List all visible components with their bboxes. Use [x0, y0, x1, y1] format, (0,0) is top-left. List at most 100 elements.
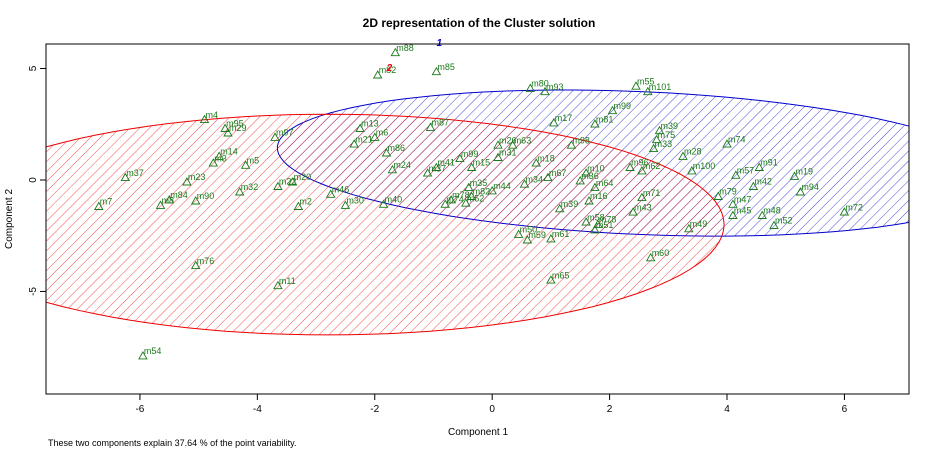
point-label: m40	[385, 195, 403, 205]
point-m33: m33	[648, 139, 672, 153]
point-label: m99	[614, 101, 632, 111]
chart-title: 2D representation of the Cluster solutio…	[363, 16, 596, 30]
point-m32: m32	[234, 182, 258, 196]
point-label: m16	[590, 191, 608, 201]
point-label: m90	[197, 191, 215, 201]
point-marker	[757, 210, 767, 219]
point-label: m78	[452, 190, 470, 200]
point-marker	[325, 189, 336, 198]
point-m52b: m52	[769, 216, 793, 229]
point-label: m34	[526, 174, 544, 184]
point-m78: m78	[446, 190, 470, 204]
point-label: m6	[376, 128, 389, 138]
point-label: m2	[299, 197, 312, 207]
point-m49: m49	[684, 219, 707, 233]
point-m45: m45	[728, 206, 751, 219]
point-label: m41	[437, 158, 455, 168]
point-marker	[214, 151, 224, 160]
point-label: m3	[214, 153, 227, 163]
point-marker	[540, 86, 550, 96]
point-label: m10	[587, 163, 605, 173]
point-label: m74	[728, 134, 746, 144]
point-marker	[645, 252, 656, 262]
point-marker	[631, 81, 641, 90]
point-m99b: m99	[455, 149, 479, 163]
point-m97: m97	[270, 128, 294, 141]
point-m15: m15	[466, 158, 490, 171]
point-marker	[422, 168, 433, 177]
point-label: m44	[493, 181, 511, 191]
point-marker	[581, 168, 591, 177]
point-m50: m50	[513, 225, 538, 238]
point-label: m93	[546, 82, 564, 92]
point-label: m63	[514, 135, 532, 145]
point-m72: m72	[839, 202, 863, 216]
point-marker	[678, 151, 688, 160]
point-m82b: m82	[466, 187, 490, 200]
point-label: m96	[631, 158, 649, 168]
point-label: m61	[552, 229, 570, 239]
point-label: m19	[796, 167, 814, 177]
point-m74b: m74	[440, 195, 464, 208]
point-label: m24	[393, 160, 411, 170]
point-label: m4	[206, 110, 219, 120]
point-marker	[590, 182, 600, 192]
cluster-2-ellipse	[46, 113, 725, 336]
point-m41: m41	[431, 158, 455, 171]
point-marker	[637, 165, 647, 175]
point-m35: m35	[463, 178, 487, 192]
point-marker	[731, 170, 741, 179]
point-label: m22	[279, 177, 297, 187]
y-tick-label: -5	[28, 287, 39, 296]
point-m61: m61	[546, 229, 570, 243]
point-m10: m10	[581, 163, 605, 177]
point-m60: m60	[645, 248, 669, 262]
point-m78b: m78	[593, 215, 616, 228]
point-marker	[581, 217, 591, 226]
point-m39: m39	[654, 121, 678, 135]
point-label: m48	[763, 206, 781, 216]
point-marker	[378, 199, 389, 208]
point-m43: m43	[628, 202, 652, 216]
point-m29: m29	[223, 123, 247, 137]
point-m19: m19	[789, 167, 814, 180]
point-m90: m90	[190, 191, 215, 205]
point-label: m80	[531, 79, 549, 89]
point-marker	[440, 199, 450, 208]
point-m84: m84	[164, 190, 188, 204]
point-m13: m13	[355, 119, 379, 132]
point-marker	[607, 105, 618, 115]
point-m81: m81	[590, 114, 613, 128]
point-label: m11	[279, 276, 296, 286]
point-m98: m98	[566, 135, 590, 149]
point-m4: m4	[199, 110, 219, 124]
point-label: m8	[162, 196, 175, 206]
point-label: m50	[520, 225, 538, 235]
point-label: m57	[737, 166, 755, 176]
point-marker	[546, 275, 556, 284]
point-marker	[789, 171, 800, 180]
point-marker	[190, 196, 201, 205]
point-m3: m3	[208, 153, 227, 167]
point-marker	[431, 66, 442, 76]
point-m88: m88	[390, 44, 414, 57]
point-label: m52	[467, 193, 485, 203]
point-label: m28	[684, 147, 702, 157]
point-m59: m59	[522, 230, 546, 244]
point-label: m74	[446, 195, 464, 205]
point-m80: m80	[525, 79, 549, 92]
point-marker	[220, 123, 230, 132]
point-label: m94	[801, 182, 819, 192]
variability-caption: These two components explain 37.64 % of …	[48, 438, 296, 448]
point-marker	[94, 201, 104, 210]
point-marker	[651, 134, 662, 144]
point-m99: m99	[607, 101, 632, 115]
point-label: m99	[461, 149, 479, 159]
point-marker	[270, 132, 280, 141]
point-label: m30	[346, 196, 364, 206]
point-marker	[493, 152, 503, 161]
point-m24: m24	[387, 160, 411, 174]
point-m7: m7	[94, 197, 112, 210]
point-m39b: m39	[554, 199, 578, 213]
point-m86: m86	[381, 143, 405, 157]
